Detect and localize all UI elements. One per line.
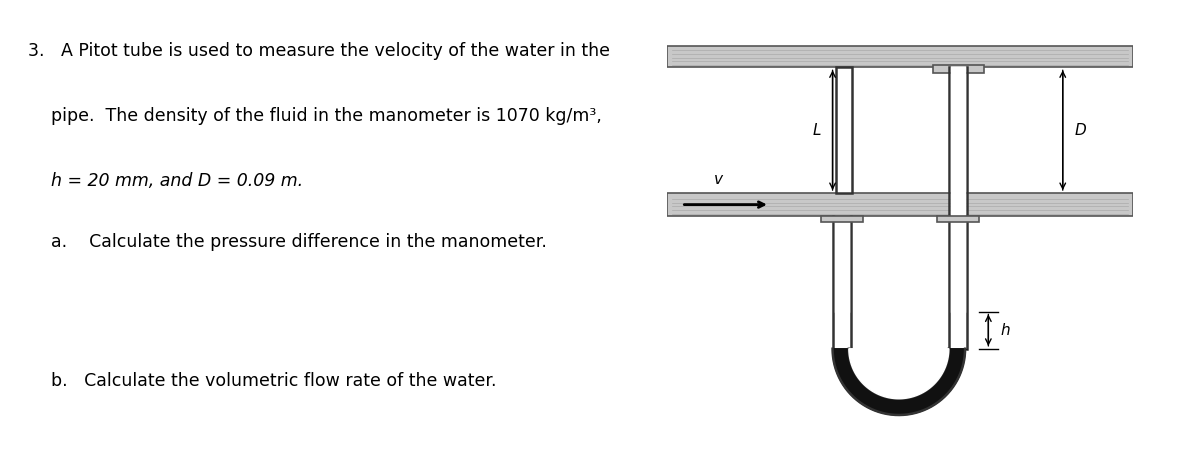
Text: h = 20 mm, and D = 0.09 m.: h = 20 mm, and D = 0.09 m. <box>52 172 304 190</box>
Bar <box>821 216 863 222</box>
Bar <box>836 67 852 193</box>
Text: a.    Calculate the pressure difference in the manometer.: a. Calculate the pressure difference in … <box>52 232 547 251</box>
Text: D: D <box>1074 123 1086 138</box>
Bar <box>937 216 979 222</box>
Text: 3.   A Pitot tube is used to measure the velocity of the water in the: 3. A Pitot tube is used to measure the v… <box>28 42 610 60</box>
Polygon shape <box>848 349 949 399</box>
Bar <box>932 65 984 73</box>
Text: h: h <box>1000 323 1009 338</box>
Text: pipe.  The density of the fluid in the manometer is 1070 kg/m³,: pipe. The density of the fluid in the ma… <box>52 107 602 125</box>
Text: b.   Calculate the volumetric flow rate of the water.: b. Calculate the volumetric flow rate of… <box>52 372 497 390</box>
Text: v: v <box>714 172 724 187</box>
Bar <box>667 193 1133 216</box>
Text: L: L <box>812 123 821 138</box>
Polygon shape <box>833 349 965 415</box>
Bar <box>667 46 1133 67</box>
